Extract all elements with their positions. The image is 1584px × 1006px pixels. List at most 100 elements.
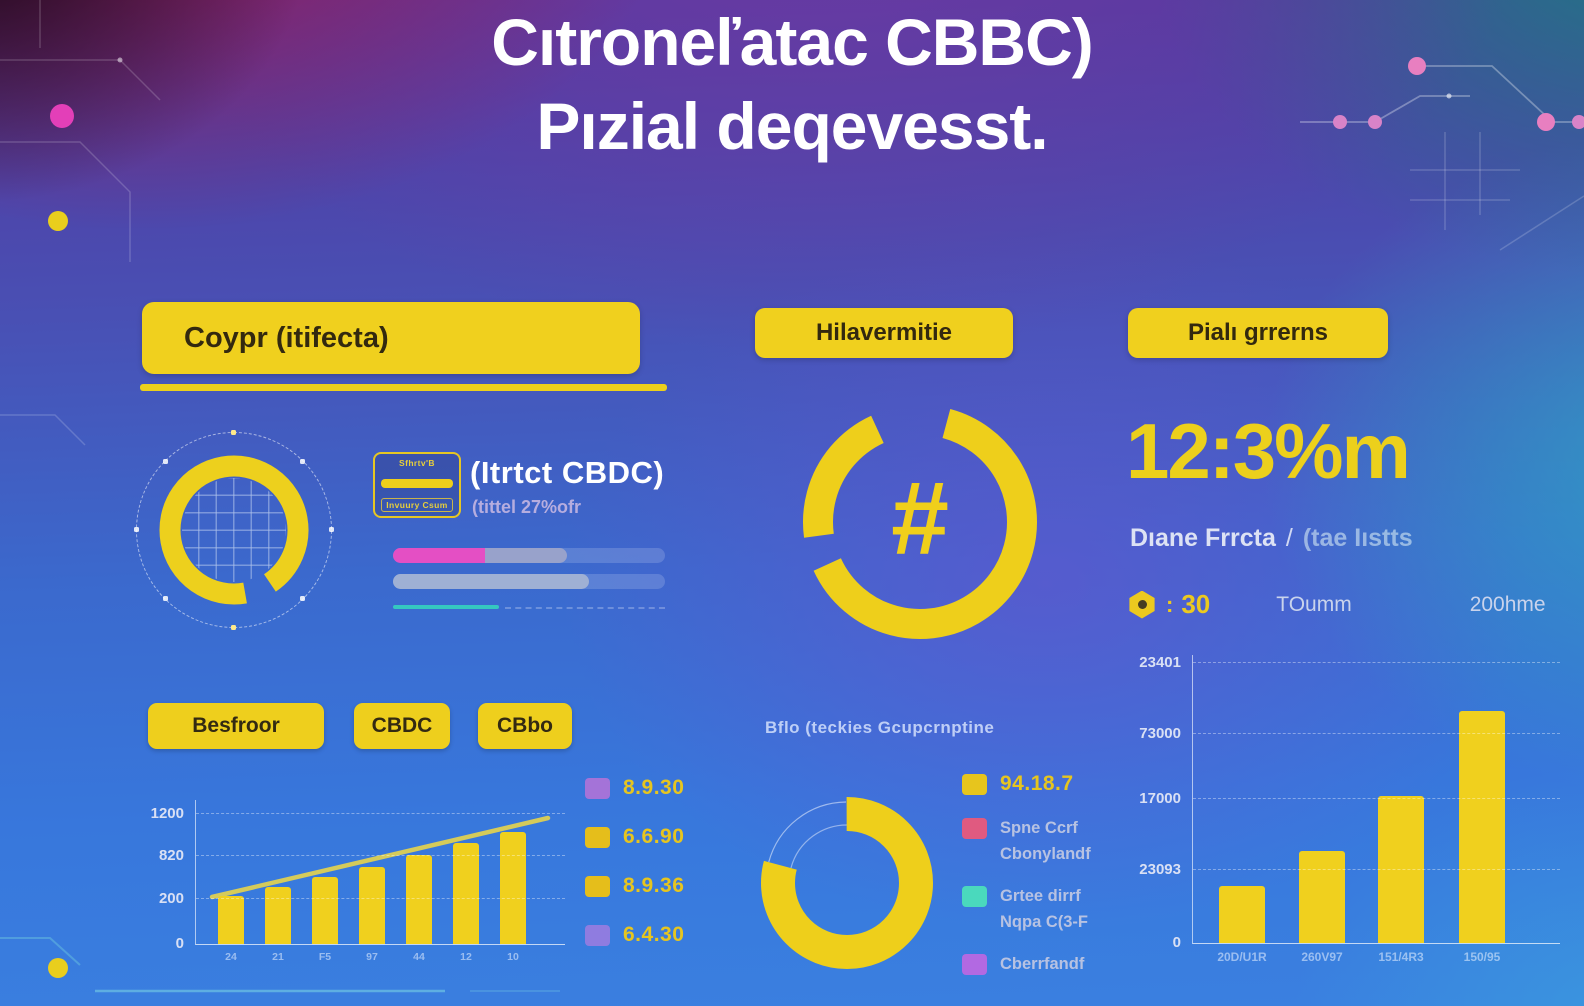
yellow-dot-top-left (48, 211, 68, 231)
y-tick-label: 23401 (1139, 654, 1181, 671)
legend-swatch (962, 954, 987, 975)
meta-label-1: TOumm (1276, 592, 1352, 616)
gridline (196, 813, 565, 814)
progress-bar (393, 548, 665, 563)
x-tick-label: 12 (460, 951, 472, 963)
bar (1378, 796, 1424, 943)
stat-caption-separator: / (1285, 524, 1293, 552)
meta-row: : 30 TOumm 200hme (1128, 589, 1546, 620)
header-middle-label: Hilavermitie (815, 319, 953, 346)
grid-pattern (182, 478, 286, 582)
button-besfroor[interactable]: Besfroor (148, 703, 324, 749)
hexagon-dot (1137, 600, 1147, 609)
y-tick-label: 73000 (1139, 725, 1181, 742)
legend-swatch (585, 826, 610, 848)
legend-item: Cberrfandf (962, 954, 1122, 975)
gridline (1193, 798, 1560, 799)
bar (1299, 851, 1345, 943)
yellow-donut-arc (761, 797, 933, 969)
header-left-underline (140, 384, 667, 391)
legend-item: 6.4.30 (585, 923, 705, 947)
x-tick-label: 21 (272, 951, 284, 963)
card-badge: Sfhrtv'B Invuury Csum (373, 452, 461, 518)
button-cbdc[interactable]: CBDC (354, 703, 450, 749)
y-tick-label: 820 (158, 847, 184, 864)
progress-dashed-remainder (504, 607, 665, 609)
legend-label: 6.6.90 (623, 825, 685, 848)
left-chart-legend: 8.9.30 6.6.90 8.9.36 6.4.30 (585, 776, 705, 972)
gridline (1193, 869, 1560, 870)
left-bar-chart: 24 21 F5 97 44 12 10 0 200 820 1200 (151, 800, 565, 963)
progress-segment (393, 574, 589, 589)
badge-line-1: Sfhrtv'B (399, 458, 435, 468)
legend-label: 8.9.30 (623, 776, 685, 799)
legend-item: 8.9.36 (585, 874, 705, 898)
orbit-dot (300, 459, 305, 464)
title-line-1: Cıtroneľatac CBBC) (491, 5, 1094, 79)
header-left-label: Coypr (itifecta) (184, 321, 389, 354)
bar (312, 877, 338, 944)
y-tick-label: 23093 (1139, 861, 1181, 878)
button-cbbo[interactable]: CBbo (478, 703, 572, 749)
orbit-dot (163, 459, 168, 464)
stat-caption-left: Dıane Frrcta (1130, 524, 1276, 552)
orbit-dot (163, 596, 168, 601)
bar (265, 887, 291, 944)
big-percentage-stat: 12:3%m (1126, 407, 1411, 495)
bar (359, 867, 385, 944)
orbit-dot (231, 430, 236, 435)
header-right[interactable]: Pialı grrerns (1128, 308, 1388, 358)
x-tick-label: 44 (413, 951, 425, 963)
legend-item: Spne Ccrf (962, 818, 1122, 839)
donut-section-title: Bflo (teckies Gcupcrnptine (765, 718, 995, 737)
x-tick-label: 97 (366, 951, 378, 963)
x-tick-label: 10 (507, 951, 519, 963)
legend-item-line2: Cbonylandf (1000, 845, 1122, 864)
legend-label: Nqpa C(3-F (1000, 913, 1088, 931)
hash-icon: # (891, 460, 949, 577)
progress-segment (393, 605, 500, 609)
legend-item-line2: Nqpa C(3-F (1000, 913, 1122, 932)
x-tick-label: 150/95 (1463, 950, 1501, 964)
button-label: CBbo (497, 714, 553, 737)
header-middle[interactable]: Hilavermitie (755, 308, 1013, 358)
button-label: CBDC (371, 714, 433, 737)
orbit-dot (231, 625, 236, 630)
legend-swatch (585, 777, 610, 799)
progress-bars (393, 548, 665, 609)
grid-donut-chart (134, 430, 334, 630)
legend-item: Grtee dirrf (962, 886, 1122, 907)
bar (500, 832, 526, 944)
badge-line-2: Invuury Csum (381, 498, 453, 512)
bottom-donut-chart (752, 788, 942, 978)
trend-line (209, 815, 551, 900)
legend-label: 94.18.7 (1000, 772, 1074, 795)
y-tick-label: 17000 (1139, 790, 1181, 807)
gridline (196, 855, 565, 856)
legend-swatch (962, 818, 987, 839)
progress-bar (393, 574, 665, 589)
legend-item: 6.6.90 (585, 825, 705, 849)
header-left[interactable]: Coypr (itifecta) (142, 302, 640, 374)
orbit-dot (329, 527, 334, 532)
yellow-dot-bottom-left (48, 958, 68, 978)
bar (218, 896, 244, 944)
stat-caption-right: (tae Iıstts (1302, 524, 1413, 552)
y-tick-label: 0 (1172, 934, 1181, 951)
y-tick-label: 0 (175, 935, 184, 952)
x-tick-label: F5 (318, 951, 332, 963)
legend-item: 94.18.7 (962, 772, 1122, 796)
page-title: Cıtroneľatac CBBC) Pızial deqevesst. (0, 0, 1584, 169)
bar (453, 843, 479, 944)
x-tick-label: 20D/U1R (1217, 950, 1267, 964)
left-stat-subtitle: (tittel 27%ofr (472, 497, 582, 517)
title-line-2: Pızial deqevesst. (536, 89, 1048, 164)
button-label: Besfroor (192, 714, 280, 737)
legend-item: 8.9.30 (585, 776, 705, 800)
bar (1219, 886, 1265, 943)
x-tick-label: 24 (225, 951, 237, 963)
orbit-dot (134, 527, 139, 532)
hash-donut-chart: # (800, 402, 1040, 642)
progress-segment (393, 548, 486, 563)
right-bar-chart: 20D/U1R 260V97 151/4R3 150/95 0 23093 17000 730… (1139, 654, 1560, 964)
